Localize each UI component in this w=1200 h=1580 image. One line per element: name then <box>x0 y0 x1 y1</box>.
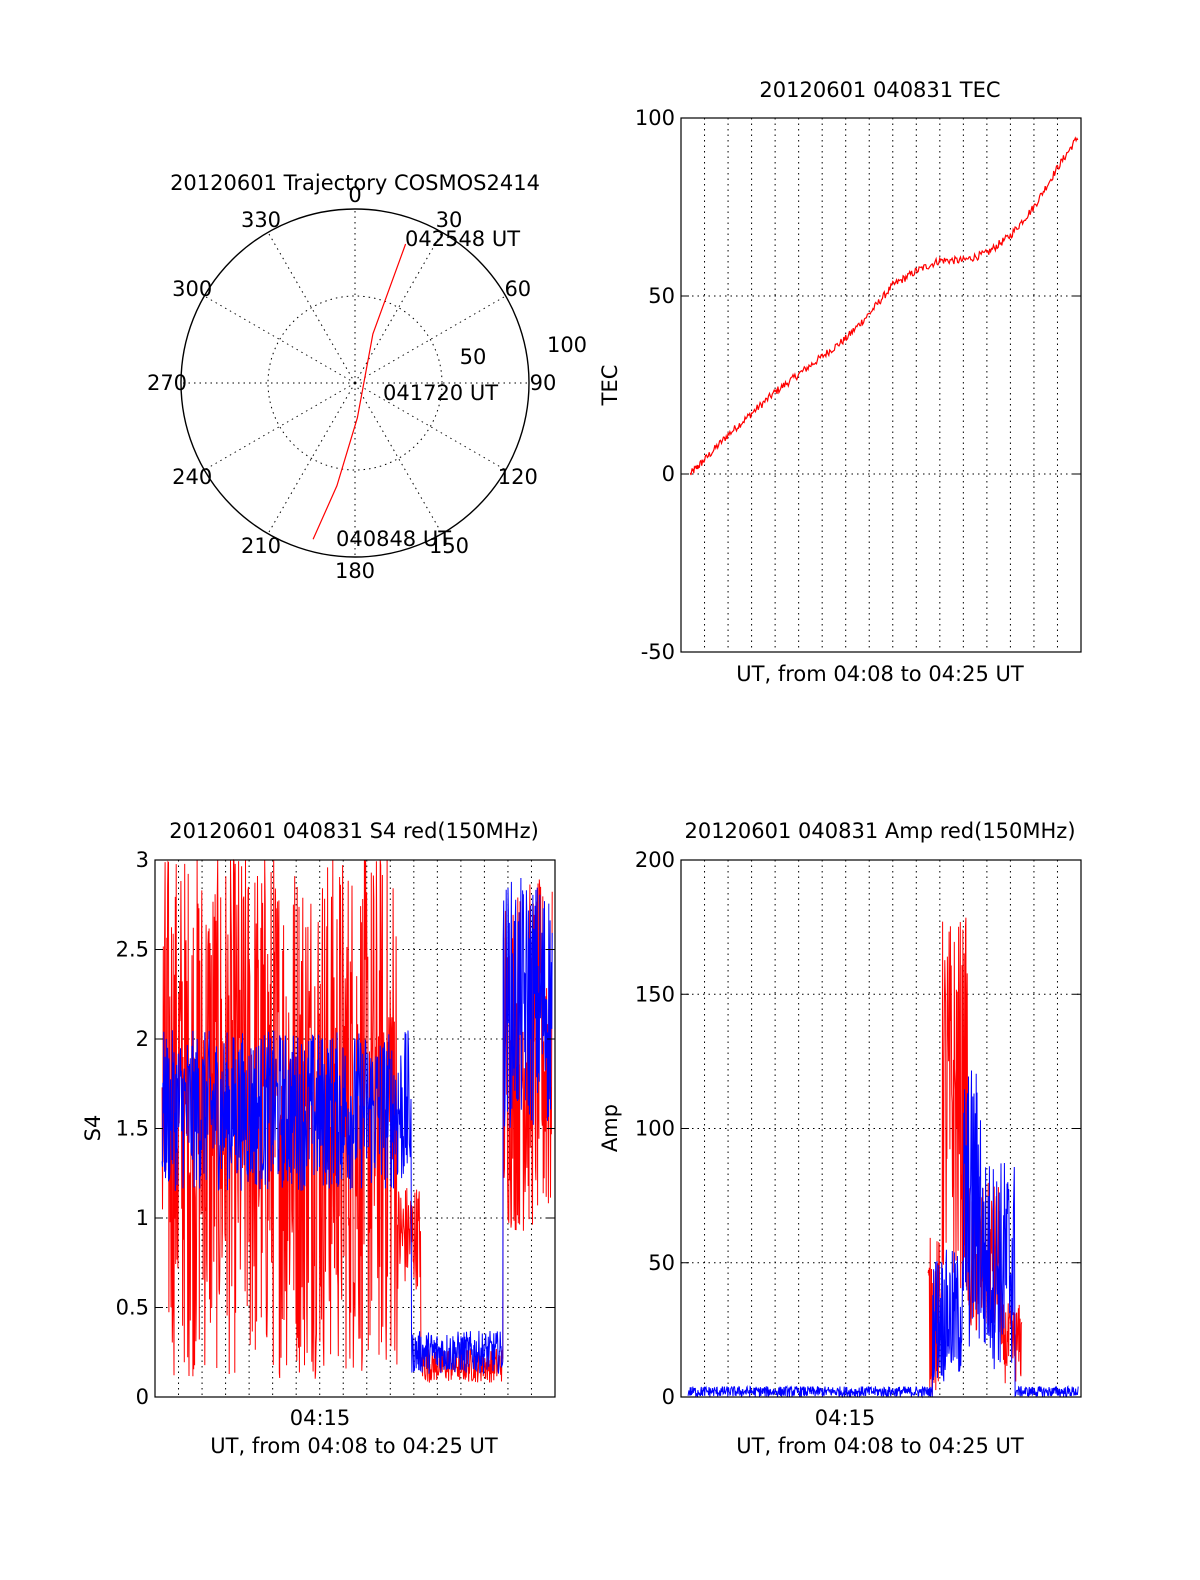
annotation-041720: 041720 UT <box>383 381 498 405</box>
tec-xlabel: UT, from 04:08 to 04:25 UT <box>736 662 1024 686</box>
polar-outer-circle <box>180 208 530 558</box>
polar-angle-label: 150 <box>429 534 469 558</box>
amp-ylabel: Amp <box>598 1104 622 1152</box>
s4-yticks: 0 0.5 1 1.5 2 2.5 3 <box>116 848 555 1409</box>
amp-xtick-0415: 04:15 <box>815 1406 876 1430</box>
ytick-label: 150 <box>635 982 675 1006</box>
tec-ylabel: TEC <box>598 365 622 407</box>
series-line-blue <box>161 877 553 1374</box>
tec-grid <box>681 117 1081 653</box>
amp-blue-series <box>687 1070 1079 1399</box>
tec-chart: 20120601 040831 TEC -50 0 50 100 TEC UT, fr… <box>598 78 1082 686</box>
ytick-label: 0.5 <box>116 1296 149 1320</box>
polar-inner-circle <box>267 295 443 471</box>
annotation-040848: 040848 UT <box>336 527 451 551</box>
annotation-042548: 042548 UT <box>405 227 520 251</box>
trajectory-track <box>312 243 407 540</box>
s4-chart: 20120601 040831 S4 red(150MHz) 0 0.5 1 1.5 2… <box>81 819 556 1458</box>
radius-label-50: 50 <box>460 345 487 369</box>
ytick-label: 200 <box>635 848 675 872</box>
polar-angle-label: 90 <box>530 371 557 395</box>
s4-xtick-0415: 04:15 <box>290 1406 351 1430</box>
ytick-label: 50 <box>648 1251 675 1275</box>
polar-angle-label: 270 <box>147 371 187 395</box>
amp-yticks: 0 50 100 150 200 <box>635 848 1081 1409</box>
ytick-label: 1 <box>136 1206 149 1230</box>
polar-angle-label: 120 <box>498 465 538 489</box>
ytick-label: 2 <box>136 1027 149 1051</box>
ytick-label: 2.5 <box>116 938 149 962</box>
polar-spoke <box>354 382 443 534</box>
polar-angle-label: 180 <box>335 559 375 583</box>
radius-label-100: 100 <box>547 333 587 357</box>
tec-yticks: -50 0 50 100 <box>635 106 1081 664</box>
polar-spoke <box>354 295 506 384</box>
tec-frame <box>680 117 1082 653</box>
ytick-label: 100 <box>635 1117 675 1141</box>
polar-spoke <box>204 382 356 471</box>
s4-blue-series <box>161 877 553 1374</box>
ytick-label: 0 <box>662 1385 675 1409</box>
polar-angle-label: 300 <box>172 277 212 301</box>
polar-angle-label: 210 <box>241 534 281 558</box>
polar-angle-label: 60 <box>504 277 531 301</box>
polar-spoke <box>267 382 356 534</box>
polar-spokes <box>181 209 529 557</box>
ytick-label: 1.5 <box>116 1117 149 1141</box>
amp-title: 20120601 040831 Amp red(150MHz) <box>684 819 1075 843</box>
ytick-label: 3 <box>136 848 149 872</box>
polar-angle-label: 0 <box>348 183 361 207</box>
polar-angle-label: 330 <box>241 208 281 232</box>
polar-angle-label: 240 <box>172 465 212 489</box>
amp-xlabel: UT, from 04:08 to 04:25 UT <box>736 1434 1024 1458</box>
polar-spoke <box>204 295 356 384</box>
ytick-label: 100 <box>635 106 675 130</box>
s4-xlabel: UT, from 04:08 to 04:25 UT <box>210 1434 498 1458</box>
ytick-label: -50 <box>641 640 675 664</box>
trajectory-chart: 20120601 Trajectory COSMOS2414 0 30 60 90 12… <box>147 171 587 583</box>
amp-grid <box>681 859 1081 1398</box>
s4-title: 20120601 040831 S4 red(150MHz) <box>169 819 539 843</box>
amp-frame <box>680 859 1082 1398</box>
trajectory-title: 20120601 Trajectory COSMOS2414 <box>170 171 540 195</box>
polar-spoke <box>354 382 506 471</box>
polar-spoke <box>354 232 443 384</box>
polar-angle-label: 30 <box>436 208 463 232</box>
ytick-label: 0 <box>662 462 675 486</box>
polar-angle-labels: 0 30 60 90 120 150 180 210 240 270 300 330 <box>147 183 556 583</box>
series-line-blue <box>687 1070 1079 1399</box>
tec-title: 20120601 040831 TEC <box>759 78 1000 102</box>
s4-ylabel: S4 <box>81 1115 105 1142</box>
tec-series-line <box>689 136 1079 476</box>
amp-chart: 20120601 040831 Amp red(150MHz) 0 50 100 15… <box>598 819 1082 1458</box>
polar-spoke <box>267 232 356 384</box>
ytick-label: 50 <box>648 284 675 308</box>
ytick-label: 0 <box>136 1385 149 1409</box>
